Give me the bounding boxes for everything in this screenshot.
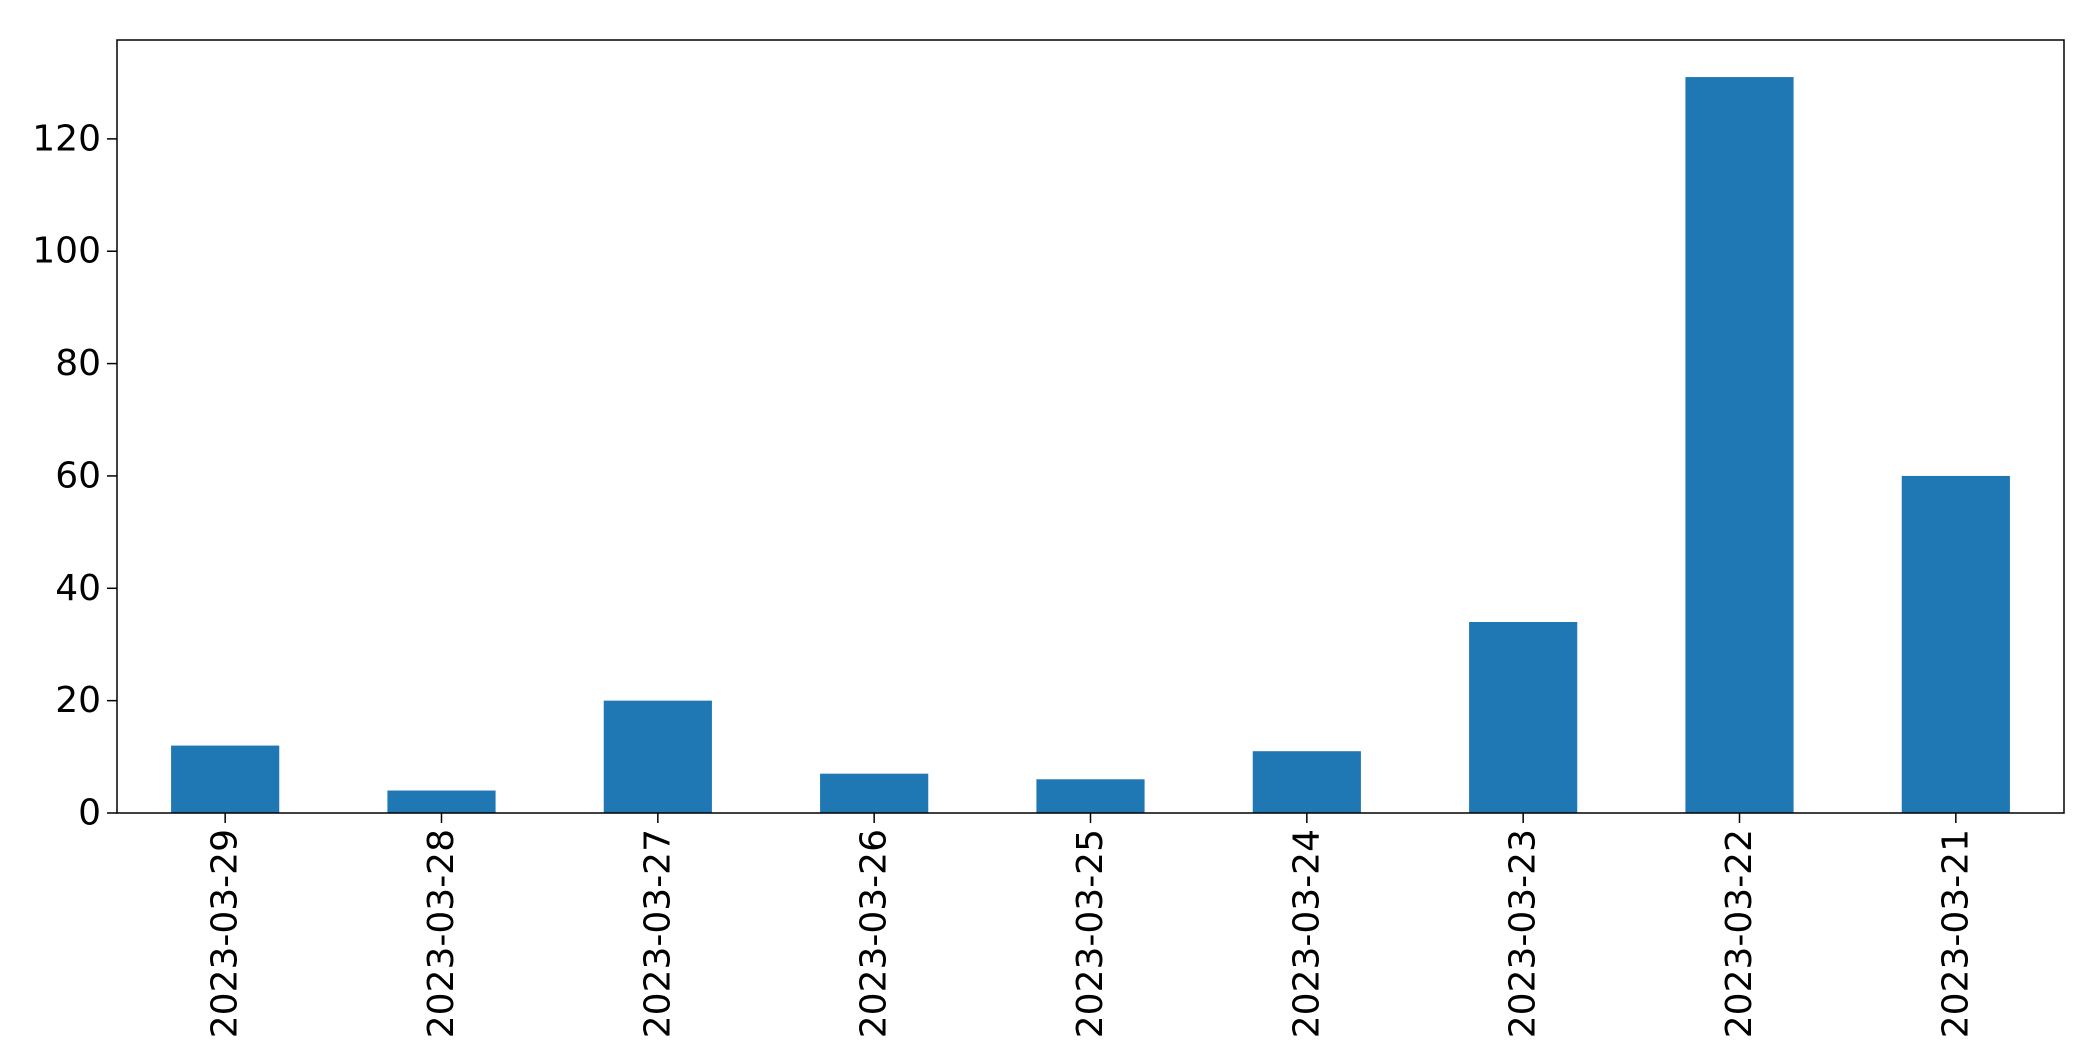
x-axis: 2023-03-29 2023-03-28 2023-03-27 2023-03-26…	[205, 813, 1976, 1038]
y-tick-label: 20	[55, 680, 101, 721]
x-tick-label: 2023-03-27	[637, 829, 678, 1038]
y-tick-label: 80	[55, 343, 101, 384]
bars-group	[171, 77, 2010, 814]
x-tick-label: 2023-03-25	[1070, 829, 1111, 1038]
y-axis: 0 20 40 60 80 100 120	[32, 118, 117, 834]
x-tick-label: 2023-03-22	[1719, 829, 1760, 1038]
y-tick-label: 100	[32, 231, 101, 272]
x-tick-label: 2023-03-24	[1286, 829, 1327, 1038]
plot-frame	[116, 39, 2065, 814]
x-tick-label: 2023-03-29	[205, 829, 246, 1038]
x-tick-label: 2023-03-28	[421, 829, 462, 1038]
x-tick-label: 2023-03-26	[854, 829, 895, 1038]
bar	[820, 773, 929, 813]
bar	[1252, 751, 1361, 813]
bar	[387, 790, 496, 813]
y-tick-label: 120	[32, 118, 101, 159]
bar	[1685, 77, 1794, 814]
bar	[1901, 475, 2010, 813]
bar	[603, 700, 712, 813]
y-tick-label: 60	[55, 455, 101, 496]
x-tick-label: 2023-03-23	[1503, 829, 1544, 1038]
y-tick-label: 40	[55, 568, 101, 609]
x-tick-label: 2023-03-21	[1935, 829, 1976, 1038]
y-tick-label: 0	[78, 793, 101, 834]
bar	[1036, 779, 1145, 813]
bar	[171, 745, 280, 813]
bar	[1469, 621, 1578, 813]
